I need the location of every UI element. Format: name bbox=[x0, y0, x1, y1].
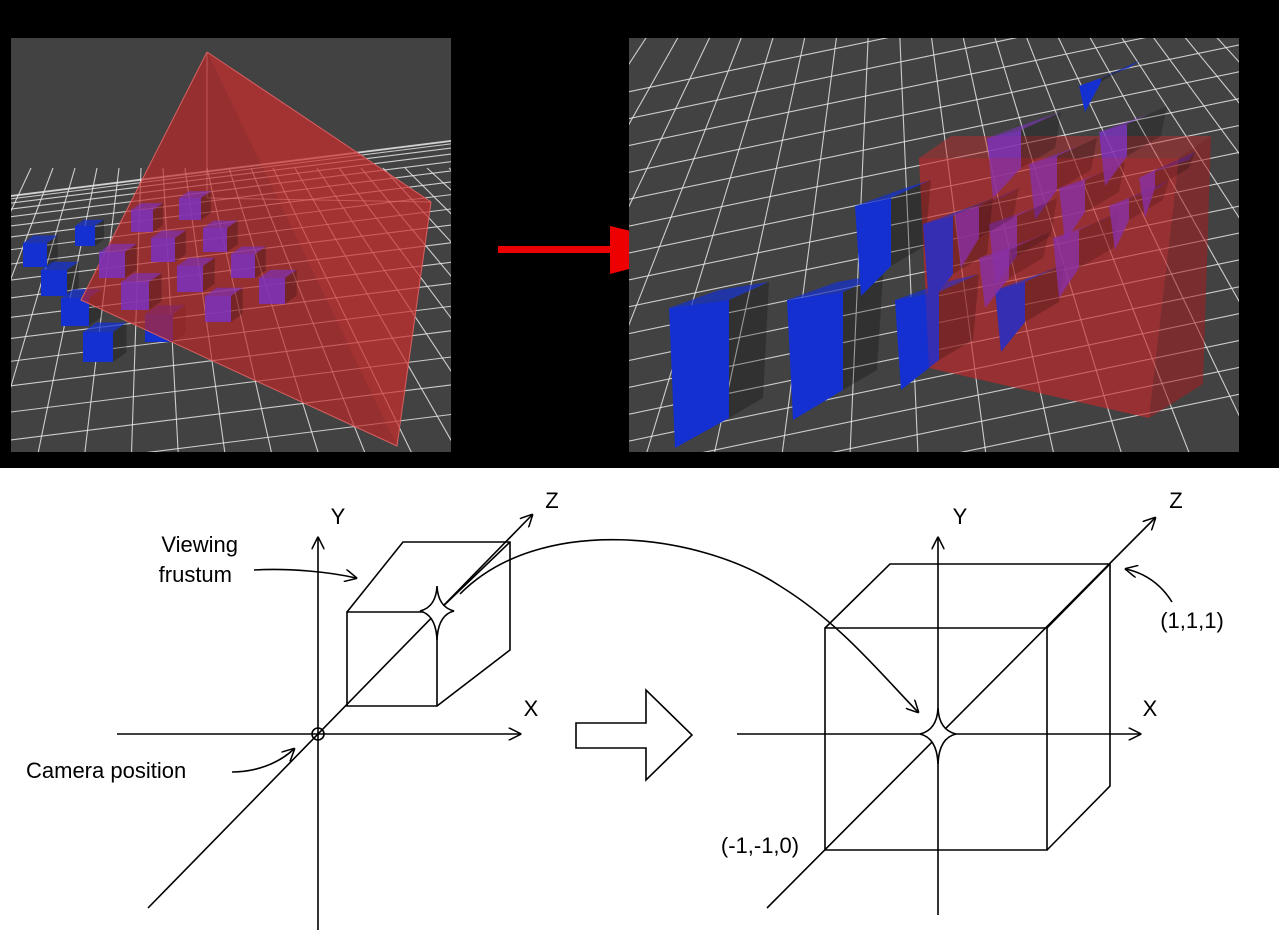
y-axis-label: Y bbox=[953, 504, 968, 529]
cube bbox=[1139, 152, 1195, 218]
normalized-render bbox=[629, 38, 1239, 452]
cube bbox=[1059, 162, 1125, 242]
cube bbox=[41, 261, 79, 296]
cube bbox=[855, 180, 931, 296]
max-corner-label: (1,1,1) bbox=[1160, 608, 1224, 633]
cube bbox=[179, 191, 211, 220]
frustum-label-line2: frustum bbox=[159, 562, 232, 587]
camera-position-label: Camera position bbox=[26, 758, 186, 783]
cube bbox=[99, 243, 137, 278]
cube-center-star bbox=[919, 707, 957, 765]
perspective-render-panel bbox=[11, 38, 451, 452]
cube bbox=[955, 188, 1019, 268]
cube bbox=[1053, 212, 1119, 298]
cube bbox=[259, 269, 297, 304]
hollow-transform-arrow bbox=[575, 688, 694, 782]
unit-cube bbox=[824, 563, 1111, 851]
mapping-curve-arrow bbox=[459, 538, 918, 712]
cube bbox=[787, 274, 883, 420]
cube bbox=[231, 246, 266, 278]
cube bbox=[979, 232, 1049, 308]
cube bbox=[151, 230, 186, 262]
frustum-pointer bbox=[253, 568, 356, 578]
y-axis-label: Y bbox=[331, 504, 346, 529]
diagram-background bbox=[0, 468, 1279, 947]
cube bbox=[1029, 138, 1097, 220]
x-axis-label: X bbox=[1143, 696, 1158, 721]
cube bbox=[205, 287, 243, 322]
cube bbox=[131, 203, 163, 232]
normalized-space-diagram bbox=[737, 518, 1173, 915]
frustum-label-line1: Viewing bbox=[161, 532, 238, 557]
cube bbox=[1099, 106, 1167, 186]
camera-space-diagram bbox=[117, 515, 918, 930]
volume-front-tint bbox=[919, 158, 1179, 418]
cube bbox=[669, 282, 769, 448]
cube bbox=[203, 220, 238, 252]
perspective-render bbox=[11, 38, 451, 452]
purple-cubes-inside-frustum bbox=[99, 191, 297, 322]
camera-pointer bbox=[231, 749, 294, 773]
cube bbox=[895, 274, 979, 390]
camera-origin-marker bbox=[311, 727, 325, 741]
cube bbox=[83, 322, 127, 362]
cube bbox=[75, 219, 104, 246]
z-axis-label: Z bbox=[1169, 488, 1182, 513]
cube bbox=[23, 235, 58, 267]
min-corner-label: (-1,-1,0) bbox=[721, 833, 799, 858]
cube bbox=[121, 273, 162, 310]
cube bbox=[987, 112, 1061, 198]
viewing-frustum-box bbox=[346, 541, 511, 707]
max-corner-pointer bbox=[1126, 569, 1173, 603]
cube bbox=[995, 264, 1065, 352]
cube bbox=[177, 257, 215, 292]
normalized-render-panel bbox=[629, 38, 1239, 452]
cube bbox=[1079, 60, 1141, 112]
transformed-cubes bbox=[669, 60, 1195, 448]
z-axis-label: Z bbox=[545, 488, 558, 513]
z-axis bbox=[147, 515, 532, 909]
frustum-center-star bbox=[419, 585, 455, 641]
x-axis-label: X bbox=[524, 696, 539, 721]
projection-diagram: Y Z X Viewing frustum Camera position Y … bbox=[0, 468, 1279, 947]
